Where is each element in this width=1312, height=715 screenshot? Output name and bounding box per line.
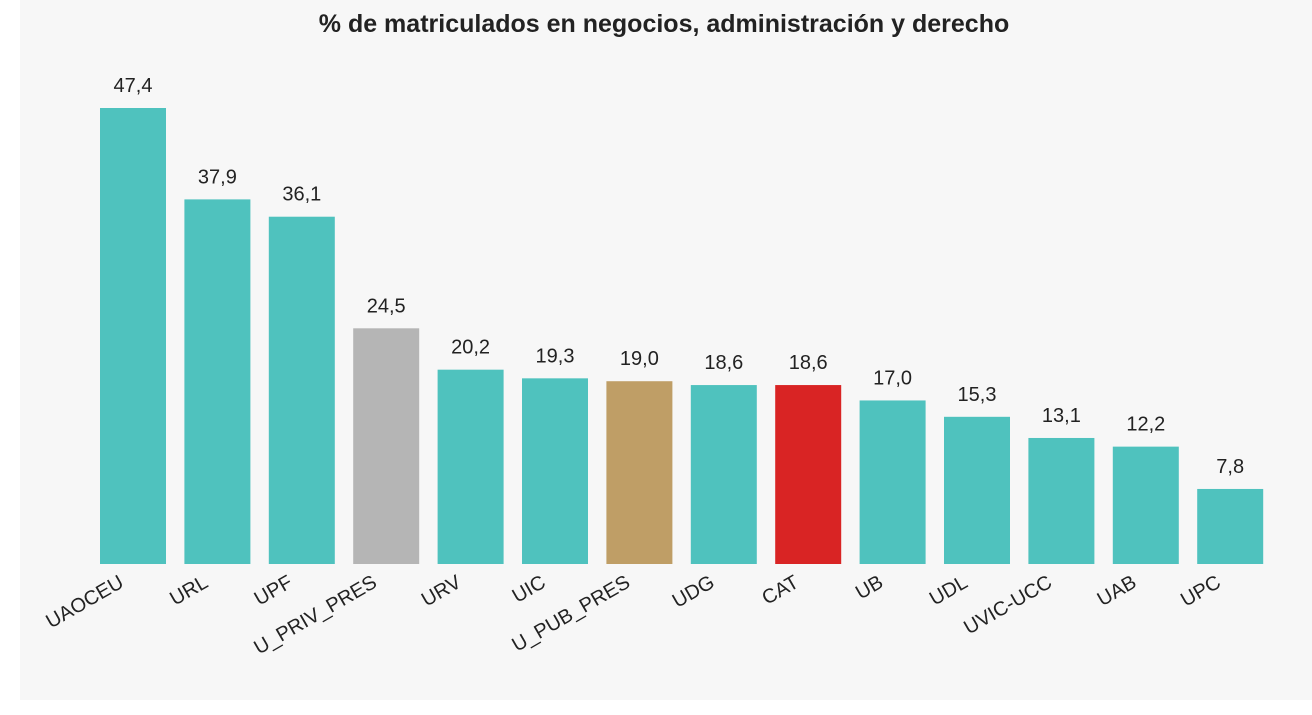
value-label: 19,3	[536, 345, 575, 367]
chart-title: % de matriculados en negocios, administr…	[319, 10, 1009, 38]
value-label: 18,6	[704, 352, 743, 374]
bar	[606, 381, 673, 564]
value-label: 12,2	[1126, 414, 1165, 436]
value-label: 19,0	[620, 348, 659, 370]
value-label: 37,9	[198, 166, 237, 188]
value-label: 18,6	[789, 352, 828, 374]
bar	[690, 385, 757, 564]
bar	[353, 328, 420, 564]
bar	[268, 216, 335, 564]
bar	[1112, 446, 1179, 564]
bar	[859, 400, 926, 564]
value-label: 15,3	[958, 384, 997, 406]
bar	[184, 199, 251, 565]
bar	[1028, 437, 1095, 564]
bar	[775, 385, 842, 564]
value-label: 7,8	[1216, 456, 1244, 478]
bar	[1197, 488, 1264, 564]
value-label: 17,0	[873, 367, 912, 389]
value-label: 24,5	[367, 295, 406, 317]
bar	[437, 369, 504, 564]
value-label: 47,4	[114, 75, 153, 97]
value-label: 36,1	[282, 184, 321, 206]
bar	[944, 416, 1010, 564]
bar	[100, 108, 166, 564]
value-label: 13,1	[1042, 405, 1081, 427]
bar	[522, 378, 588, 564]
value-label: 20,2	[451, 337, 490, 359]
